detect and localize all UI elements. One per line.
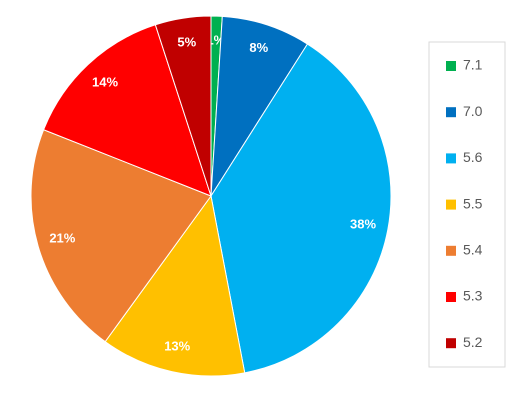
pie-slice: [210, 43, 392, 374]
legend-swatch: [446, 199, 456, 210]
legend-swatch: [446, 61, 456, 71]
legend-label: 5.4: [463, 242, 483, 258]
value-label: 21%: [49, 231, 75, 246]
legend-swatch: [446, 245, 456, 256]
legend-swatch: [446, 153, 456, 164]
pie-slice: [210, 15, 309, 197]
legend-swatch: [446, 338, 456, 349]
legend-label: 5.5: [463, 195, 483, 211]
legend-box: [428, 41, 506, 368]
legend-label: 7.1: [463, 57, 483, 73]
pie-slice: [154, 15, 212, 197]
legend-label: 5.6: [463, 149, 483, 165]
legend-label: 5.3: [463, 288, 483, 304]
legend-swatch: [446, 107, 456, 118]
legend-swatch: [446, 292, 456, 302]
value-label: 14%: [92, 75, 118, 90]
legend-label: 5.2: [463, 334, 483, 350]
value-label: 38%: [350, 216, 376, 231]
value-label: 8%: [249, 40, 268, 55]
value-label: 5%: [177, 35, 196, 50]
pie-slice: [104, 194, 246, 377]
value-label: 13%: [164, 339, 190, 354]
legend-label: 7.0: [463, 103, 483, 119]
pie-slice: [30, 129, 212, 343]
